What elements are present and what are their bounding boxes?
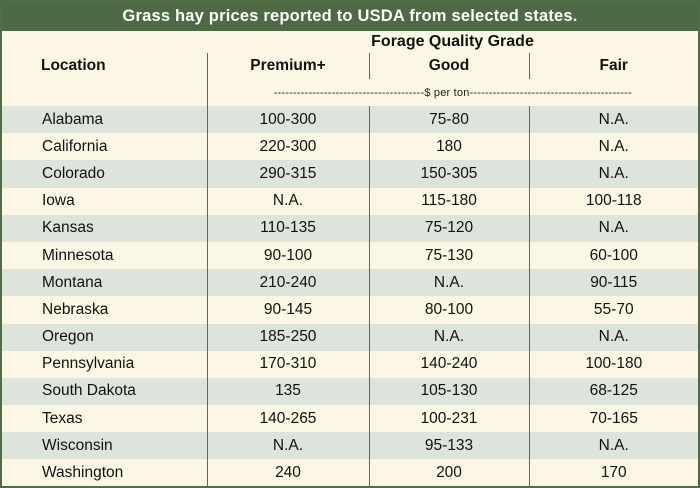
column-header-row: Location Premium+ Good Fair xyxy=(2,53,698,79)
unit-row: ---------------------------------------$… xyxy=(2,79,698,106)
column-header-premium: Premium+ xyxy=(206,53,369,79)
table-row: Pennsylvania 170-310 140-240 100-180 xyxy=(2,350,698,378)
cell-premium: N.A. xyxy=(206,187,369,215)
cell-premium: 170-310 xyxy=(206,350,369,378)
cell-location: Wisconsin xyxy=(42,436,113,454)
unit-spacer xyxy=(2,79,207,106)
table-row: Wisconsin N.A. 95-133 N.A. xyxy=(2,432,698,460)
cell-good: 75-80 xyxy=(368,106,529,134)
group-header-spacer xyxy=(2,31,207,53)
table-row: California 220-300 180 N.A. xyxy=(2,133,698,161)
cell-good: 150-305 xyxy=(368,160,529,188)
cell-premium: 135 xyxy=(206,377,369,406)
table-row: Montana 210-240 N.A. 90-115 xyxy=(2,269,698,297)
cell-good: 115-180 xyxy=(368,187,529,215)
cell-fair: N.A. xyxy=(528,160,698,188)
cell-good: 180 xyxy=(368,133,529,161)
cell-good: N.A. xyxy=(368,323,529,351)
table-body: Alabama 100-300 75-80 N.A. California 220-300… xyxy=(2,106,698,486)
cell-location: Oregon xyxy=(42,328,94,346)
cell-premium: 240 xyxy=(206,459,369,486)
cell-premium: 220-300 xyxy=(206,133,369,161)
cell-good: 75-120 xyxy=(368,214,529,242)
cell-fair: 55-70 xyxy=(528,296,698,324)
cell-location: California xyxy=(42,137,108,155)
cell-fair: 100-118 xyxy=(528,187,698,215)
table-row: Iowa N.A. 115-180 100-118 xyxy=(2,187,698,215)
table-row: Minnesota 90-100 75-130 60-100 xyxy=(2,241,698,270)
cell-premium: 210-240 xyxy=(206,269,369,297)
table-row: Alabama 100-300 75-80 N.A. xyxy=(2,106,698,134)
table-row: Nebraska 90-145 80-100 55-70 xyxy=(2,296,698,324)
cell-fair: 100-180 xyxy=(528,350,698,378)
cell-fair: 60-100 xyxy=(528,241,698,270)
group-header-row: Forage Quality Grade xyxy=(2,31,698,53)
table-row: Kansas 110-135 75-120 N.A. xyxy=(2,214,698,242)
cell-fair: N.A. xyxy=(528,432,698,460)
unit-label: ---------------------------------------$… xyxy=(206,79,698,106)
cell-fair: N.A. xyxy=(528,106,698,134)
cell-good: 95-133 xyxy=(368,432,529,460)
cell-good: 200 xyxy=(368,459,529,486)
table-row: Oregon 185-250 N.A. N.A. xyxy=(2,323,698,351)
cell-good: 105-130 xyxy=(368,377,529,406)
cell-good: 75-130 xyxy=(368,241,529,270)
cell-location: Montana xyxy=(42,273,103,291)
column-header-location: Location xyxy=(41,57,106,74)
price-table: Forage Quality Grade Location Premium+ G… xyxy=(2,31,698,486)
cell-premium: 90-145 xyxy=(206,296,369,324)
table-row: Colorado 290-315 150-305 N.A. xyxy=(2,160,698,188)
cell-premium: 110-135 xyxy=(206,214,369,242)
table-row: Washington 240 200 170 xyxy=(2,459,698,486)
cell-good: 80-100 xyxy=(368,296,529,324)
table-row: South Dakota 135 105-130 68-125 xyxy=(2,377,698,406)
cell-fair: 68-125 xyxy=(528,377,698,406)
cell-location: Colorado xyxy=(42,164,105,182)
cell-premium: N.A. xyxy=(206,432,369,460)
column-header-fair: Fair xyxy=(528,53,698,79)
table-title: Grass hay prices reported to USDA from s… xyxy=(2,2,698,31)
cell-good: 140-240 xyxy=(368,350,529,378)
table-row: Texas 140-265 100-231 70-165 xyxy=(2,405,698,433)
cell-fair: 70-165 xyxy=(528,405,698,433)
cell-fair: 90-115 xyxy=(528,269,698,297)
cell-fair: N.A. xyxy=(528,214,698,242)
cell-premium: 140-265 xyxy=(206,405,369,433)
cell-good: N.A. xyxy=(368,269,529,297)
cell-fair: N.A. xyxy=(528,323,698,351)
cell-location: Alabama xyxy=(42,110,104,128)
cell-good: 100-231 xyxy=(368,405,529,433)
cell-premium: 290-315 xyxy=(206,160,369,188)
cell-location: Minnesota xyxy=(42,246,114,264)
cell-premium: 100-300 xyxy=(206,106,369,134)
cell-location: South Dakota xyxy=(42,382,136,400)
cell-location: Pennsylvania xyxy=(42,355,135,373)
cell-premium: 185-250 xyxy=(206,323,369,351)
cell-location: Nebraska xyxy=(42,300,109,318)
cell-premium: 90-100 xyxy=(206,241,369,270)
cell-fair: 170 xyxy=(528,459,698,486)
column-header-good: Good xyxy=(368,53,529,79)
cell-location: Kansas xyxy=(42,219,94,237)
cell-location: Washington xyxy=(42,464,124,482)
cell-location: Texas xyxy=(42,409,83,427)
group-header: Forage Quality Grade xyxy=(371,33,534,50)
cell-fair: N.A. xyxy=(528,133,698,161)
cell-location: Iowa xyxy=(42,192,75,210)
